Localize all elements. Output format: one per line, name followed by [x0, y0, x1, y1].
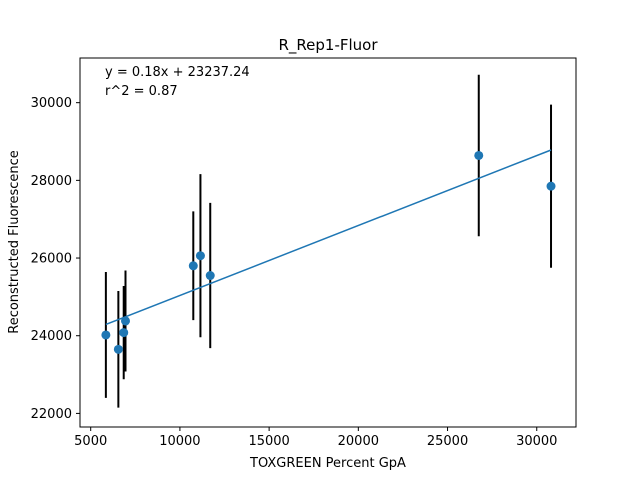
data-point [546, 181, 556, 191]
equation-annotation: y = 0.18x + 23237.24 [105, 65, 250, 80]
y-tick-label: 28000 [31, 174, 72, 189]
y-tick-label: 24000 [31, 329, 72, 344]
x-tick-label: 10000 [159, 434, 200, 449]
axes: 5000 10000 15000 20000 25000 30000 22000 24000 2… [31, 96, 558, 449]
plot-frame [79, 57, 577, 428]
x-axis-label: TOXGREEN Percent GpA [249, 456, 406, 471]
data-point [113, 344, 123, 354]
data-point [195, 251, 205, 261]
data-point [119, 328, 129, 338]
plot-area [101, 74, 556, 408]
data-point [120, 316, 130, 326]
data-point [205, 271, 215, 281]
data-point [474, 150, 484, 160]
fit-line [105, 149, 552, 326]
data-point [188, 261, 198, 271]
x-tick-label: 20000 [338, 434, 379, 449]
x-tick-label: 30000 [516, 434, 557, 449]
x-tick-label: 15000 [248, 434, 289, 449]
y-tick-label: 22000 [31, 407, 72, 422]
y-tick-label: 26000 [31, 252, 72, 267]
r-squared-annotation: r^2 = 0.87 [105, 84, 178, 99]
chart-title: R_Rep1-Fluor [278, 36, 378, 55]
data-point [101, 330, 111, 340]
x-tick-label: 5000 [74, 434, 107, 449]
y-axis-label: Reconstructed Fluorescence [7, 150, 22, 334]
x-tick-label: 25000 [427, 434, 468, 449]
y-tick-label: 30000 [31, 96, 72, 111]
